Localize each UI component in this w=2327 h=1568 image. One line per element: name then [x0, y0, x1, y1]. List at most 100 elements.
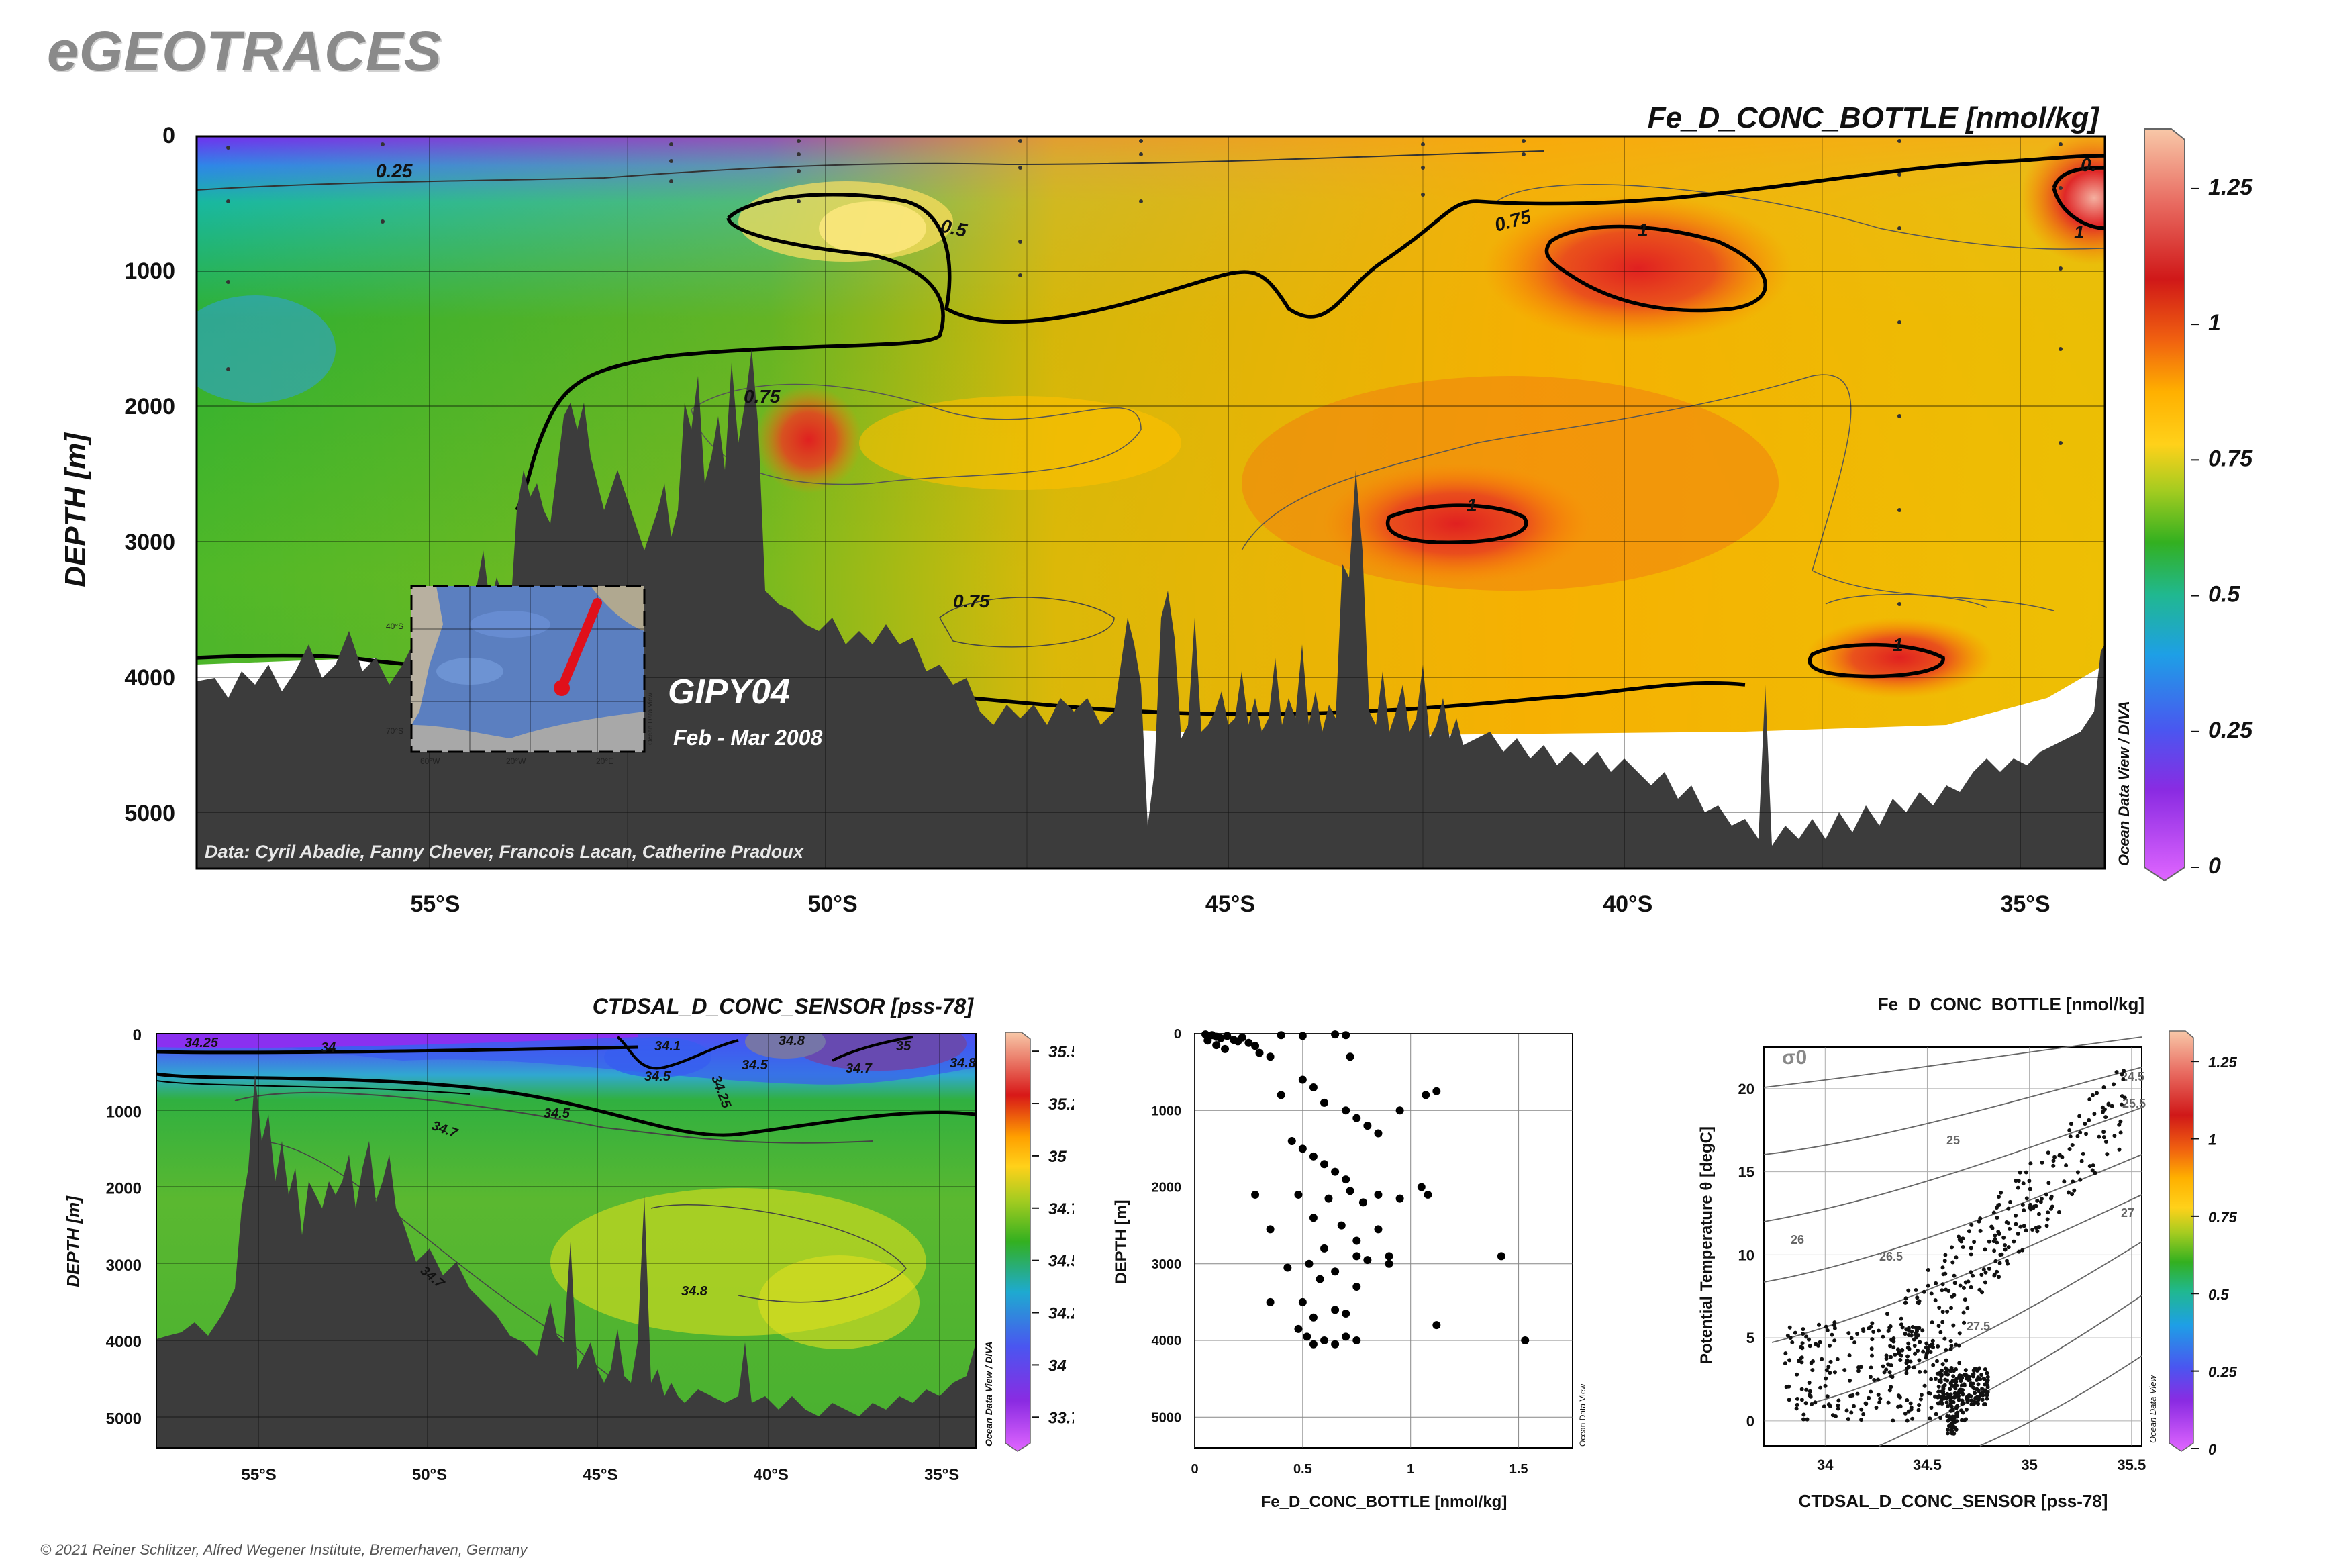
colorbar-tick-label: 1	[2208, 1132, 2216, 1148]
ts-point	[2040, 1160, 2044, 1165]
scatter-point	[1320, 1244, 1329, 1253]
scatter-point	[1385, 1259, 1393, 1268]
ts-point	[1814, 1342, 1818, 1346]
contour-label: 34.25	[185, 1036, 219, 1050]
ts-point	[2036, 1212, 2041, 1216]
ts-point	[1948, 1398, 1953, 1403]
scatter-point	[1244, 1038, 1253, 1047]
ts-point	[1832, 1326, 1837, 1330]
contour-label: 34.8	[950, 1056, 977, 1071]
contour-label: 34.8	[779, 1034, 805, 1048]
x-tick-label: 40°S	[754, 1466, 789, 1484]
y-tick-label: 15	[1738, 1164, 1754, 1181]
ts-point	[2062, 1179, 2067, 1184]
x-tick-label: 1	[1407, 1462, 1414, 1477]
ts-point	[1961, 1285, 1966, 1290]
ts-point	[1828, 1404, 1832, 1408]
ts-point	[1929, 1377, 1934, 1381]
y-tick-label: 5	[1746, 1330, 1754, 1346]
colorbar-tick-label: 34.5	[1048, 1253, 1074, 1271]
y-tick-label: 0	[162, 123, 175, 148]
colorbar-tick-label: 34.25	[1048, 1305, 1074, 1323]
ts-point	[1939, 1374, 1944, 1379]
ts-point	[1969, 1285, 1973, 1289]
ts-point	[1953, 1386, 1958, 1391]
contour-label: 0.25	[376, 160, 413, 181]
ts-point	[2022, 1224, 2026, 1228]
ts-point	[1969, 1246, 1973, 1251]
scatter-point	[1320, 1098, 1329, 1107]
isopycnal-label: 26	[1791, 1233, 1804, 1246]
ts-point	[1954, 1411, 1959, 1416]
contour-label: 34.1	[654, 1039, 681, 1054]
y-tick-label: 1000	[1152, 1104, 1182, 1118]
ts-point	[1887, 1326, 1892, 1330]
ts-point	[1989, 1224, 1994, 1229]
ts-point	[1882, 1370, 1887, 1375]
contour-label: 34	[321, 1040, 336, 1055]
ts-point	[1903, 1332, 1908, 1336]
ts-point	[2027, 1179, 2032, 1183]
isopycnal-label: 27	[2121, 1206, 2134, 1220]
ts-point	[1992, 1248, 1997, 1253]
ts-point	[2079, 1159, 2084, 1163]
ts-point	[1953, 1383, 1958, 1387]
svg-text:Ocean Data View: Ocean Data View	[647, 693, 654, 745]
ts-point	[1836, 1406, 1840, 1411]
ts-point	[1948, 1392, 1953, 1397]
ts-point	[2018, 1224, 2023, 1229]
scatter-point	[1432, 1087, 1441, 1095]
ts-point	[1810, 1402, 1814, 1407]
ts-point	[1937, 1393, 1942, 1398]
scatter-point	[1358, 1198, 1367, 1207]
ts-point	[2016, 1231, 2020, 1236]
ts-point	[1867, 1395, 1871, 1400]
ts-colorbar	[2169, 1030, 2194, 1452]
ts-point	[1785, 1333, 1790, 1338]
colorbar-tick-label: 0.5	[2208, 582, 2240, 607]
scatter-point	[1298, 1144, 1307, 1153]
copyright: © 2021 Reiner Schlitzer, Alfred Wegener …	[40, 1541, 528, 1558]
ts-point	[1936, 1384, 1941, 1389]
ts-point	[1897, 1395, 1902, 1400]
ts-point	[1800, 1341, 1805, 1346]
fe-high-40s-1000m	[1483, 195, 1792, 342]
ts-point	[2090, 1093, 2095, 1097]
ts-point	[1832, 1338, 1837, 1343]
ts-point	[2012, 1239, 2016, 1244]
ts-point	[2049, 1194, 2054, 1199]
ts-point	[1972, 1240, 1977, 1244]
ts-point	[1808, 1389, 1812, 1393]
ts-point	[1915, 1295, 1920, 1300]
ts-point	[2117, 1147, 2122, 1152]
ts-point	[1836, 1398, 1841, 1403]
x-tick-label: 0.5	[1293, 1462, 1312, 1477]
ts-point	[1859, 1407, 1864, 1412]
scatter-point	[1309, 1340, 1318, 1349]
ts-title: Fe_D_CONC_BOTTLE [nmol/kg]	[1878, 994, 2144, 1014]
ts-point	[1951, 1418, 1956, 1423]
ts-point	[1914, 1328, 1919, 1332]
ts-point	[1971, 1273, 1975, 1278]
contour-label: 0.75	[744, 386, 781, 407]
ts-point	[1820, 1357, 1824, 1361]
scatter-point	[1342, 1106, 1350, 1115]
ts-point	[1891, 1418, 1895, 1423]
colorbar-tick-label: 0.25	[2208, 1364, 2238, 1381]
ts-point	[1950, 1379, 1955, 1383]
scatter-point	[1342, 1310, 1350, 1318]
ts-point	[1861, 1327, 1866, 1332]
ts-point	[1983, 1402, 1987, 1406]
ts-point	[1978, 1377, 1983, 1381]
ts-point	[1934, 1359, 1939, 1363]
ts-point	[1941, 1387, 1946, 1391]
ts-point	[1980, 1398, 1985, 1402]
ts-point	[1804, 1387, 1809, 1392]
ts-point	[2014, 1179, 2018, 1183]
colorbar-tick-label: 1.25	[2208, 175, 2253, 200]
scatter-point	[1331, 1267, 1340, 1276]
salinity-title: CTDSAL_D_CONC_SENSOR [pss-78]	[593, 994, 975, 1018]
ts-point	[1784, 1385, 1789, 1389]
ts-point	[1805, 1417, 1810, 1422]
svg-text:40°S: 40°S	[386, 622, 403, 631]
